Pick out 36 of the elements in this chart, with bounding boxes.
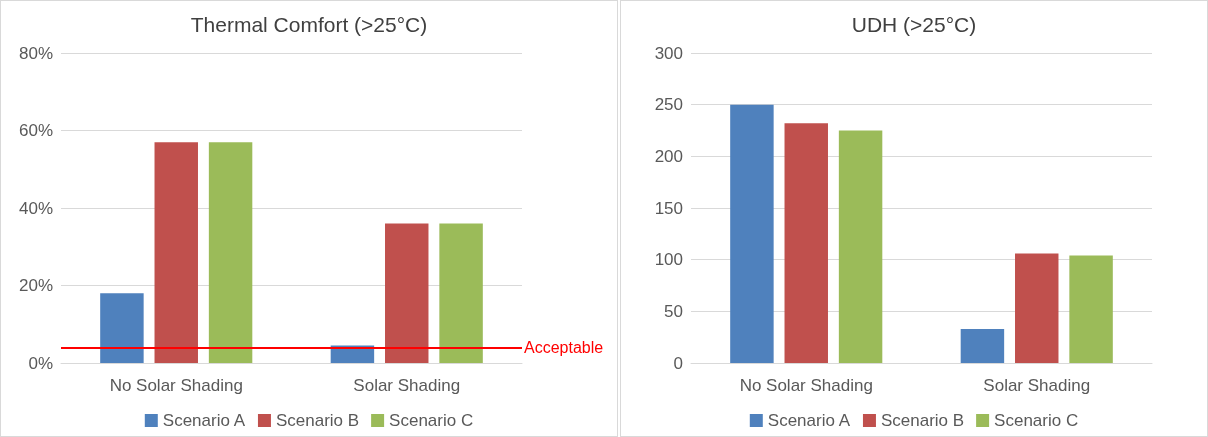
y-tick-label: 250 [654, 95, 683, 115]
x-tick-label: No Solar Shading [109, 376, 243, 395]
bar [439, 223, 483, 363]
y-tick-label: 200 [654, 146, 683, 166]
y-tick-label: 60% [18, 121, 53, 140]
legend-label: Scenario A [162, 411, 246, 430]
x-tick-label: No Solar Shading [739, 376, 873, 395]
y-tick-label: 80% [18, 43, 53, 63]
chart-title: Thermal Comfort (>25°C) [190, 13, 428, 36]
legend-label: Scenario B [880, 411, 965, 430]
legend-label: Scenario B [275, 411, 360, 430]
bar [960, 328, 1005, 363]
y-tick-label: 0 [673, 353, 683, 373]
y-tick-label: 20% [18, 276, 53, 295]
bar [385, 223, 429, 363]
bar [838, 130, 883, 363]
bar [208, 142, 253, 363]
bar [1015, 253, 1059, 363]
x-tick-label: Solar Shading [353, 376, 461, 395]
legend-label: Scenario C [994, 411, 1079, 430]
ref-line-label: Acceptable [524, 339, 604, 356]
y-tick-label: 300 [654, 43, 683, 63]
bar [100, 293, 144, 363]
y-tick-label: 100 [654, 250, 683, 270]
bar [154, 142, 198, 363]
y-tick-label: 40% [18, 198, 53, 218]
y-tick-label: 150 [654, 198, 683, 218]
legend-label: Scenario C [389, 411, 474, 430]
y-tick-label: 0% [28, 353, 53, 373]
chart-title: UDH (>25°C) [851, 13, 977, 36]
bar [730, 104, 774, 363]
bar [784, 123, 828, 363]
y-tick-label: 50 [664, 301, 683, 321]
bar [1069, 255, 1113, 363]
legend-label: Scenario A [767, 411, 851, 430]
x-tick-label: Solar Shading [983, 376, 1091, 395]
